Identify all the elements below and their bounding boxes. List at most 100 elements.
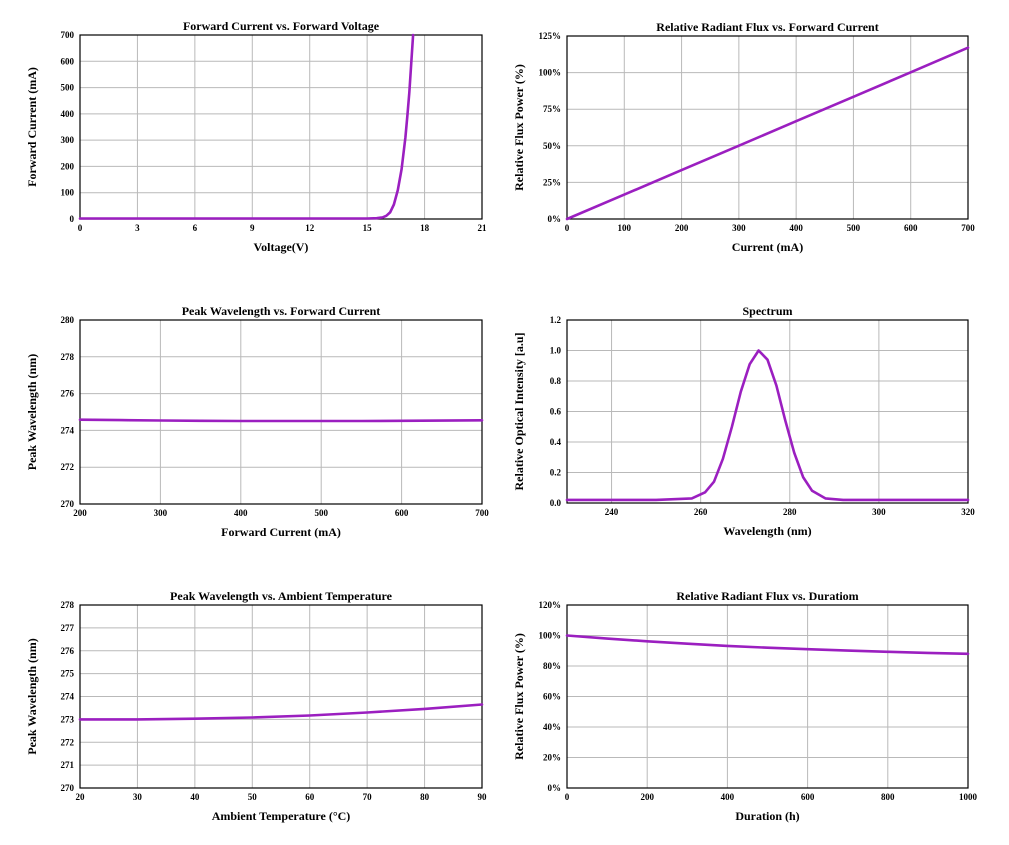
x-tick-label: 300 <box>732 223 746 233</box>
y-tick-label: 270 <box>61 499 75 509</box>
x-tick-label: 200 <box>73 508 87 518</box>
x-tick-label: 260 <box>694 507 708 517</box>
y-tick-label: 600 <box>61 56 75 66</box>
x-axis-label: Current (mA) <box>732 240 803 254</box>
x-tick-label: 300 <box>154 508 168 518</box>
y-tick-label: 200 <box>61 161 75 171</box>
plot-frame <box>566 604 969 789</box>
y-tick-label: 274 <box>61 692 75 702</box>
y-tick-label: 40% <box>543 722 561 732</box>
plot-area <box>80 35 482 219</box>
x-tick-label: 15 <box>363 223 373 233</box>
x-tick-label: 100 <box>618 223 632 233</box>
chart-relative-flux-vs-current: 0 100 200 300 400 500 600 700 0% 25% 50% 75% 100% 125… <box>512 20 975 254</box>
plot-frame <box>79 604 483 789</box>
x-tick-label: 400 <box>234 508 248 518</box>
y-tick-label: 100 <box>61 188 75 198</box>
y-tick-label: 400 <box>61 109 75 119</box>
y-tick-label: 1.0 <box>550 346 562 356</box>
y-tick-label: 80% <box>543 661 561 671</box>
x-tick-label: 18 <box>420 223 430 233</box>
chart-spectrum: 240 260 280 300 320 0.0 0.2 0.4 0.6 0.8 1.0 1.2 Spec… <box>512 304 975 538</box>
y-tick-label: 275 <box>61 669 75 679</box>
y-tick-label: 0.6 <box>550 407 562 417</box>
x-tick-label: 1000 <box>959 792 978 802</box>
y-tick-label: 20% <box>543 753 561 763</box>
x-tick-label: 20 <box>76 792 86 802</box>
y-tick-label: 274 <box>61 425 75 435</box>
series-line <box>565 349 970 502</box>
x-tick-label: 0 <box>565 792 570 802</box>
y-tick-label: 500 <box>61 83 75 93</box>
y-axis-label: Relative Flux Power (%) <box>512 633 526 760</box>
y-tick-label: 276 <box>61 389 75 399</box>
x-tick-label: 700 <box>961 223 975 233</box>
y-tick-label: 0.0 <box>550 498 562 508</box>
x-tick-label: 400 <box>721 792 735 802</box>
series-line <box>565 634 970 656</box>
y-axis-label: Forward Current (mA) <box>25 67 39 187</box>
x-tick-label: 9 <box>250 223 255 233</box>
chart-peak-wavelength-vs-current: 200 300 400 500 600 700 270 272 274 276 278 280 Peak… <box>25 304 489 539</box>
x-axis-label: Wavelength (nm) <box>723 524 811 538</box>
x-tick-label: 70 <box>363 792 373 802</box>
x-tick-label: 600 <box>801 792 815 802</box>
series-line <box>78 418 484 423</box>
y-tick-label: 60% <box>543 692 561 702</box>
y-tick-label: 120% <box>539 600 562 610</box>
chart-title: Spectrum <box>743 304 793 318</box>
x-tick-label: 0 <box>78 223 83 233</box>
y-axis-label: Peak Wavelength (nm) <box>25 638 39 754</box>
y-tick-label: 25% <box>543 177 561 187</box>
y-tick-label: 75% <box>543 104 561 114</box>
y-tick-label: 273 <box>61 714 75 724</box>
y-tick-label: 300 <box>61 135 75 145</box>
x-tick-label: 3 <box>135 223 140 233</box>
x-tick-label: 200 <box>640 792 654 802</box>
y-tick-label: 278 <box>61 352 75 362</box>
y-tick-label: 0.8 <box>550 376 562 386</box>
y-tick-label: 278 <box>61 600 75 610</box>
x-tick-label: 600 <box>395 508 409 518</box>
y-tick-label: 272 <box>61 737 75 747</box>
x-tick-label: 40 <box>190 792 200 802</box>
y-tick-label: 125% <box>539 31 562 41</box>
chart-forward-current-vs-voltage: 0 3 6 9 12 15 18 21 0 100 200 300 400 500 600 700 Forwar… <box>25 19 488 254</box>
x-axis-label: Voltage(V) <box>254 240 309 254</box>
chart-peak-wavelength-vs-temperature: 20 30 40 50 60 70 80 90 270 271 272 273 274 275 276 277… <box>25 589 488 823</box>
x-tick-label: 400 <box>789 223 803 233</box>
x-tick-label: 600 <box>904 223 918 233</box>
y-tick-label: 277 <box>61 623 75 633</box>
y-axis-label: Peak Wavelength (nm) <box>25 354 39 470</box>
x-tick-label: 50 <box>248 792 258 802</box>
x-tick-label: 21 <box>478 223 488 233</box>
y-tick-label: 50% <box>543 141 561 151</box>
chart-title: Peak Wavelength vs. Forward Current <box>182 304 381 318</box>
x-tick-label: 12 <box>305 223 315 233</box>
x-tick-label: 90 <box>478 792 488 802</box>
y-tick-label: 0% <box>548 783 562 793</box>
x-tick-label: 320 <box>961 507 975 517</box>
x-tick-label: 30 <box>133 792 143 802</box>
chart-title: Relative Radiant Flux vs. Duratiom <box>676 589 858 603</box>
y-tick-label: 1.2 <box>550 315 562 325</box>
y-tick-label: 0% <box>548 214 562 224</box>
x-axis-label: Forward Current (mA) <box>221 525 341 539</box>
x-tick-label: 700 <box>475 508 489 518</box>
x-tick-label: 500 <box>847 223 861 233</box>
plot-frame <box>79 319 483 505</box>
plot-frame <box>566 35 969 220</box>
y-tick-label: 0 <box>70 214 75 224</box>
series-line <box>78 703 484 721</box>
y-tick-label: 100% <box>539 68 562 78</box>
x-tick-label: 800 <box>881 792 895 802</box>
chart-title: Forward Current vs. Forward Voltage <box>183 19 380 33</box>
y-tick-label: 276 <box>61 646 75 656</box>
plot-area <box>567 36 968 219</box>
series-line <box>565 46 970 221</box>
y-tick-label: 272 <box>61 462 75 472</box>
y-axis-label: Relative Optical Intensity [a.u] <box>512 333 526 491</box>
plot-area <box>80 320 482 504</box>
x-tick-label: 80 <box>420 792 430 802</box>
x-tick-label: 60 <box>305 792 315 802</box>
